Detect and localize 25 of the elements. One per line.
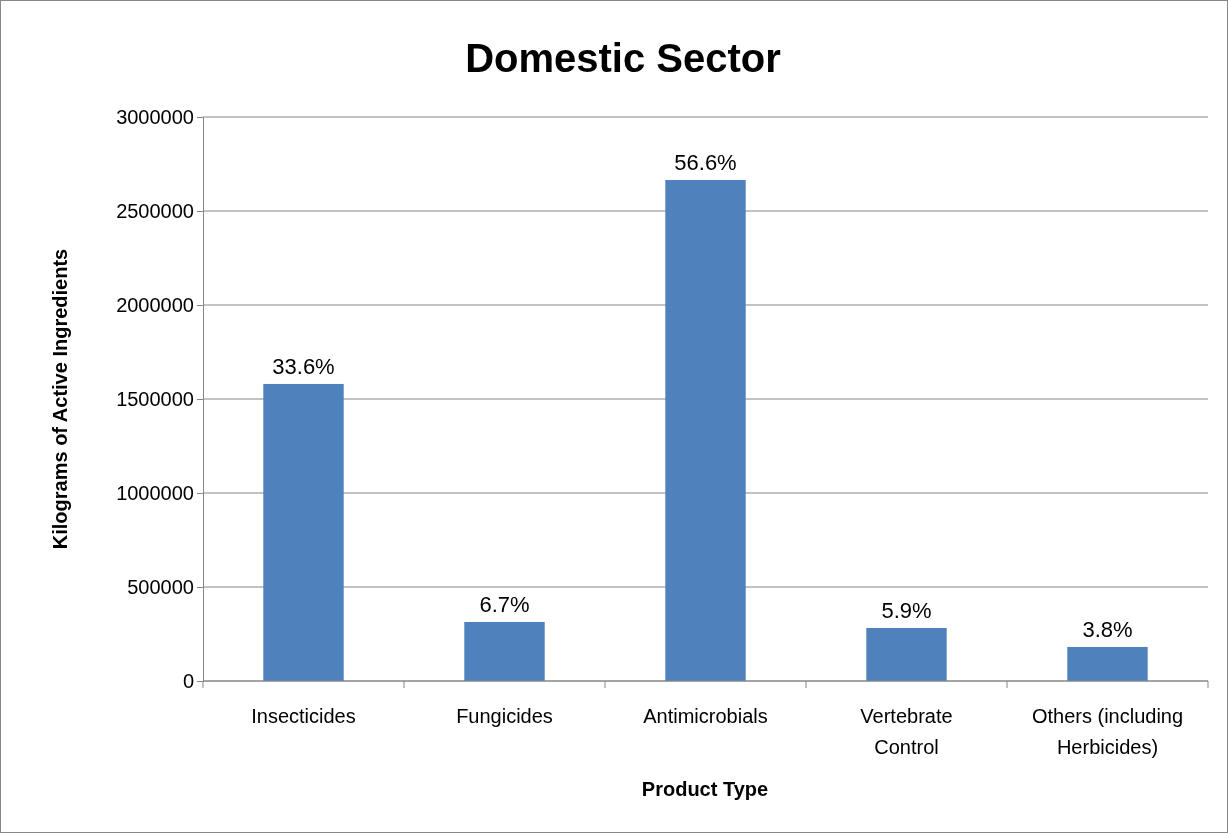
x-tick-label: Antimicrobials xyxy=(643,705,768,727)
y-tick-label: 1000000 xyxy=(116,481,194,504)
bar xyxy=(866,627,947,681)
x-axis-title: Product Type xyxy=(641,778,769,800)
bar xyxy=(263,383,344,681)
x-tick-label: Vertebrate Control xyxy=(860,705,953,758)
y-axis-title: Kilograms of Active Ingredients xyxy=(49,248,71,550)
bar xyxy=(665,179,746,681)
annotation: 56.6% xyxy=(674,149,737,175)
annotation: 3.8% xyxy=(1082,616,1133,642)
bar xyxy=(464,621,545,681)
bar xyxy=(1067,646,1148,681)
y-tick-label: 3000000 xyxy=(116,105,194,128)
annotation: 33.6% xyxy=(272,353,335,379)
annotation: 5.9% xyxy=(881,597,932,623)
y-tick-label: 1500000 xyxy=(116,387,194,410)
x-tick-label: Others (including Herbicides) xyxy=(1031,705,1184,758)
y-tick-label: 2000000 xyxy=(116,293,194,316)
y-tick-label: 0 xyxy=(182,669,194,692)
annotation: 6.7% xyxy=(479,591,530,617)
x-tick-label: Fungicides xyxy=(456,705,553,727)
chart-title: Domestic Sector xyxy=(465,36,781,80)
y-tick-label: 500000 xyxy=(127,575,194,598)
y-tick-label: 2500000 xyxy=(116,199,194,222)
x-tick-label: Insecticides xyxy=(251,705,356,727)
